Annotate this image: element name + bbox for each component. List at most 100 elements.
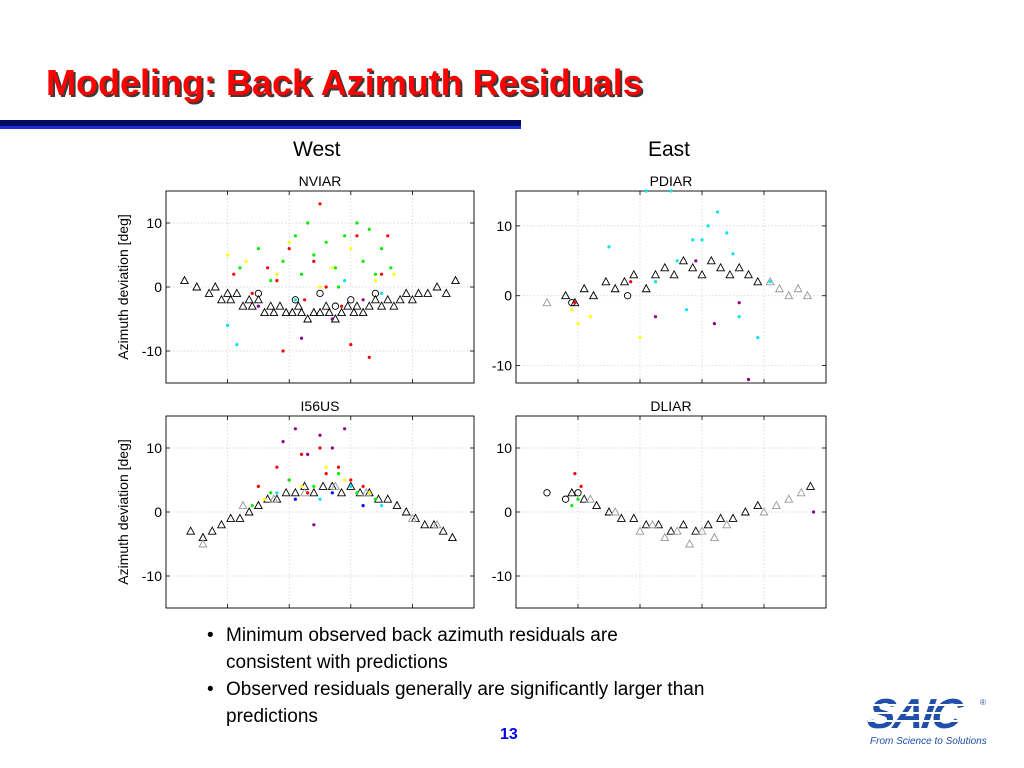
- dot-marker: [380, 291, 384, 295]
- dot-marker: [361, 504, 365, 508]
- dot-marker: [737, 301, 741, 305]
- circle-marker: [254, 289, 263, 298]
- logo-tagline: From Science to Solutions: [870, 736, 987, 747]
- triangle-marker: [281, 307, 291, 317]
- triangle-marker: [753, 500, 763, 510]
- triangle-marker: [672, 526, 682, 535]
- y-tick-label: 0: [504, 288, 512, 304]
- circle-marker: [561, 495, 570, 503]
- dot-marker: [303, 298, 307, 302]
- triangle-marker: [722, 519, 732, 529]
- triangle-marker: [207, 526, 217, 535]
- dot-marker: [380, 504, 384, 508]
- triangle-marker: [660, 532, 670, 542]
- triangle-marker: [709, 532, 719, 542]
- dot-marker: [653, 280, 658, 284]
- triangle-marker: [358, 307, 368, 317]
- dot-marker: [570, 308, 574, 312]
- dot-marker: [725, 231, 729, 235]
- dot-marker: [269, 491, 273, 495]
- triangle-marker: [423, 288, 433, 297]
- dot-marker: [244, 259, 248, 263]
- dot-marker: [336, 465, 341, 469]
- circle-marker: [331, 302, 340, 310]
- triangle-marker: [592, 500, 602, 510]
- triangle-marker: [635, 526, 645, 535]
- triangle-marker: [784, 290, 794, 300]
- circle-marker: [371, 289, 380, 298]
- y-tick-label: 10: [146, 215, 162, 231]
- dot-marker: [232, 272, 236, 276]
- triangle-marker: [337, 487, 347, 497]
- circle-marker: [574, 489, 582, 497]
- dot-marker: [343, 279, 347, 283]
- dot-marker: [694, 259, 698, 263]
- dot-marker: [349, 484, 353, 488]
- triangle-marker: [238, 500, 248, 510]
- triangle-marker: [296, 307, 307, 317]
- panel-title: I56US: [301, 398, 340, 414]
- dot-marker: [367, 491, 371, 495]
- circle-marker: [347, 296, 355, 304]
- logo-stripe: [868, 720, 992, 722]
- circle-marker: [543, 489, 551, 497]
- dot-marker: [588, 315, 593, 319]
- dot-marker: [318, 285, 322, 289]
- triangle-marker: [346, 481, 356, 490]
- triangle-marker: [765, 276, 775, 286]
- dot-marker: [573, 301, 577, 305]
- logo-stripe: [868, 704, 992, 706]
- triangle-marker: [260, 307, 270, 317]
- triangle-marker: [204, 288, 214, 297]
- dot-marker: [756, 336, 760, 340]
- triangle-marker: [414, 288, 424, 297]
- triangle-marker: [579, 494, 589, 503]
- scatter-panel: -10 0 10 PDIAR: [492, 173, 827, 384]
- dot-marker: [281, 440, 285, 444]
- dot-marker: [576, 497, 580, 501]
- triangle-marker: [441, 288, 451, 297]
- triangle-marker: [619, 276, 630, 286]
- dot-marker: [336, 285, 341, 289]
- triangle-marker: [275, 301, 285, 310]
- dot-marker: [324, 240, 328, 244]
- dot-marker: [330, 446, 334, 450]
- dot-marker: [299, 272, 304, 276]
- dot-marker: [312, 259, 316, 263]
- triangle-marker: [290, 487, 300, 497]
- dot-marker: [349, 247, 353, 251]
- panel-title: PDIAR: [650, 173, 693, 189]
- triangle-marker: [691, 526, 701, 535]
- dot-marker: [275, 279, 279, 283]
- triangle-marker: [309, 307, 319, 317]
- dot-marker: [644, 189, 648, 193]
- dot-marker: [256, 247, 260, 251]
- dot-marker: [746, 377, 751, 382]
- dot-marker: [266, 266, 270, 270]
- triangle-marker: [660, 262, 670, 272]
- dot-marker: [330, 491, 334, 495]
- dot-marker: [653, 315, 658, 319]
- y-tick-label: 10: [496, 440, 512, 456]
- dot-marker: [361, 484, 365, 488]
- triangle-marker: [793, 283, 803, 293]
- triangle-marker: [420, 519, 430, 529]
- triangle-marker: [432, 519, 442, 529]
- dot-marker: [330, 317, 334, 321]
- circle-marker: [623, 292, 632, 300]
- dot-marker: [629, 280, 633, 284]
- triangle-marker: [629, 513, 639, 522]
- dot-marker: [299, 336, 304, 340]
- triangle-marker: [561, 290, 571, 300]
- dot-marker: [275, 272, 279, 276]
- triangle-marker: [186, 526, 196, 535]
- y-tick-label: 0: [504, 504, 512, 520]
- dot-marker: [712, 322, 717, 326]
- dot-marker: [576, 322, 580, 326]
- triangle-marker: [370, 294, 380, 304]
- dot-marker: [343, 478, 347, 482]
- dot-marker: [570, 504, 574, 508]
- title-rule-accent: [0, 126, 521, 129]
- triangle-marker: [198, 539, 208, 548]
- dot-marker: [324, 285, 328, 289]
